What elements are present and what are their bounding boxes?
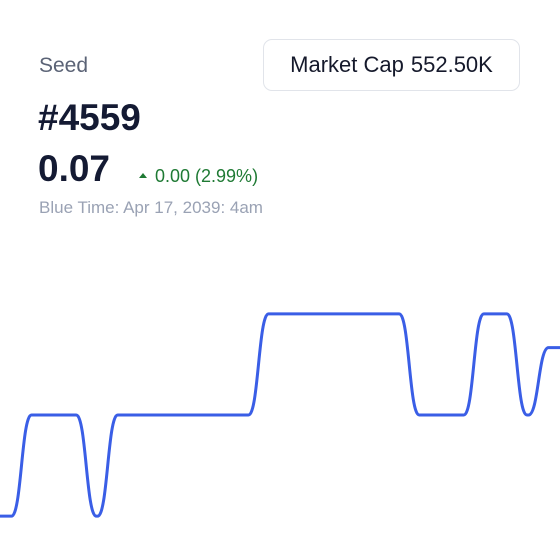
up-arrow-icon xyxy=(139,173,147,178)
market-cap-label: Market Cap xyxy=(290,52,404,77)
market-cap-button[interactable]: Market Cap 552.50K xyxy=(263,39,520,91)
price-change-value: 0.00 (2.99%) xyxy=(155,166,259,186)
timestamp: Blue Time: Apr 17, 2039: 4am xyxy=(39,198,263,217)
market-cap-value: 552.50K xyxy=(410,52,493,77)
price-change: 0.00 (2.99%) xyxy=(139,165,258,187)
price-series-line xyxy=(0,312,560,518)
asset-category-label: Seed xyxy=(39,54,89,77)
current-price: 0.07 xyxy=(38,148,111,189)
asset-title: #4559 xyxy=(38,97,141,138)
